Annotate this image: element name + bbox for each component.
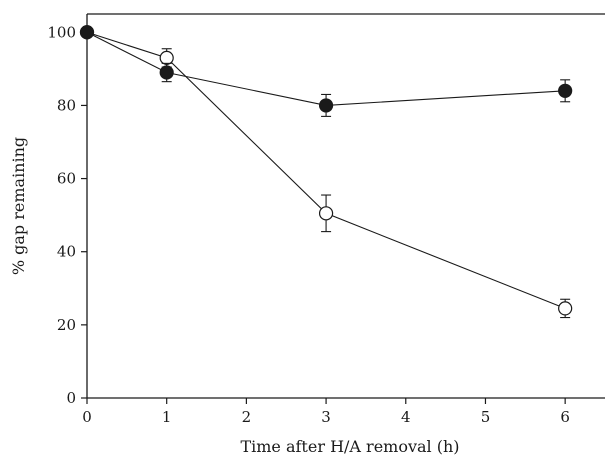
x-tick-label: 0	[82, 408, 92, 426]
x-tick-label: 4	[401, 408, 411, 426]
y-ticks: 0 20 40 60 80 100	[47, 23, 87, 407]
y-tick-label: 20	[57, 316, 76, 334]
filled-data-point	[159, 65, 174, 80]
y-axis-title: % gap remaining	[9, 137, 28, 275]
y-tick-label: 80	[57, 96, 76, 114]
open-data-point	[558, 301, 573, 316]
filled-data-point	[79, 25, 95, 40]
y-tick-label: 60	[57, 170, 76, 188]
filled-data-point	[318, 98, 334, 113]
x-tick-label: 2	[242, 408, 252, 426]
x-axis-title: Time after H/A removal (h)	[240, 437, 459, 456]
y-tick-label: 40	[57, 243, 76, 261]
y-tick-label: 100	[47, 23, 76, 41]
axes	[86, 13, 605, 399]
x-tick-label: 6	[560, 408, 570, 426]
x-tick-label: 5	[481, 408, 491, 426]
open-data-point	[318, 206, 334, 221]
series-line-1	[86, 31, 566, 309]
y-tick-label: 0	[66, 389, 76, 407]
open-data-point	[159, 50, 174, 65]
series-layer	[79, 25, 573, 319]
x-tick-label: 3	[321, 408, 331, 426]
x-ticks: 0 1 2 3 4 5 6	[82, 398, 570, 426]
x-tick-label: 1	[162, 408, 172, 426]
series-line-0	[86, 31, 566, 106]
filled-data-point	[558, 83, 573, 98]
